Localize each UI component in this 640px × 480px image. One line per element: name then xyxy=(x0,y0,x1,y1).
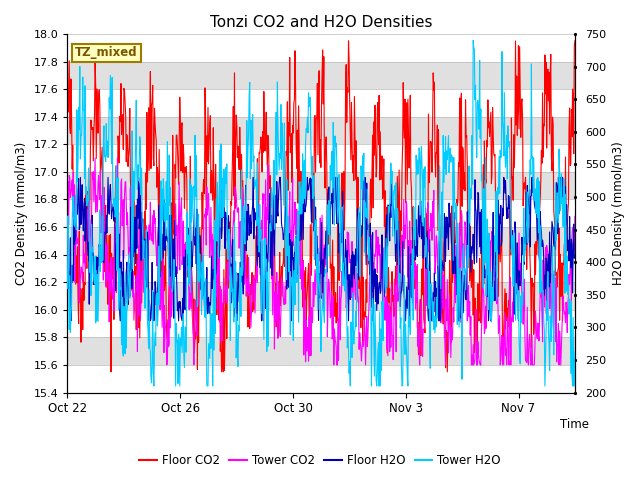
Title: Tonzi CO2 and H2O Densities: Tonzi CO2 and H2O Densities xyxy=(210,15,433,30)
X-axis label: Time: Time xyxy=(561,418,589,431)
Bar xyxy=(67,254,575,282)
Legend: Floor CO2, Tower CO2, Floor H2O, Tower H2O: Floor CO2, Tower CO2, Floor H2O, Tower H… xyxy=(135,449,505,472)
Bar xyxy=(67,310,575,337)
Text: TZ_mixed: TZ_mixed xyxy=(75,47,138,60)
Y-axis label: CO2 Density (mmol/m3): CO2 Density (mmol/m3) xyxy=(15,142,28,285)
Y-axis label: H2O Density (mmol/m3): H2O Density (mmol/m3) xyxy=(612,142,625,285)
Bar xyxy=(67,34,575,61)
Bar xyxy=(67,89,575,117)
Bar xyxy=(67,365,575,393)
Bar xyxy=(67,200,575,227)
Bar xyxy=(67,144,575,172)
